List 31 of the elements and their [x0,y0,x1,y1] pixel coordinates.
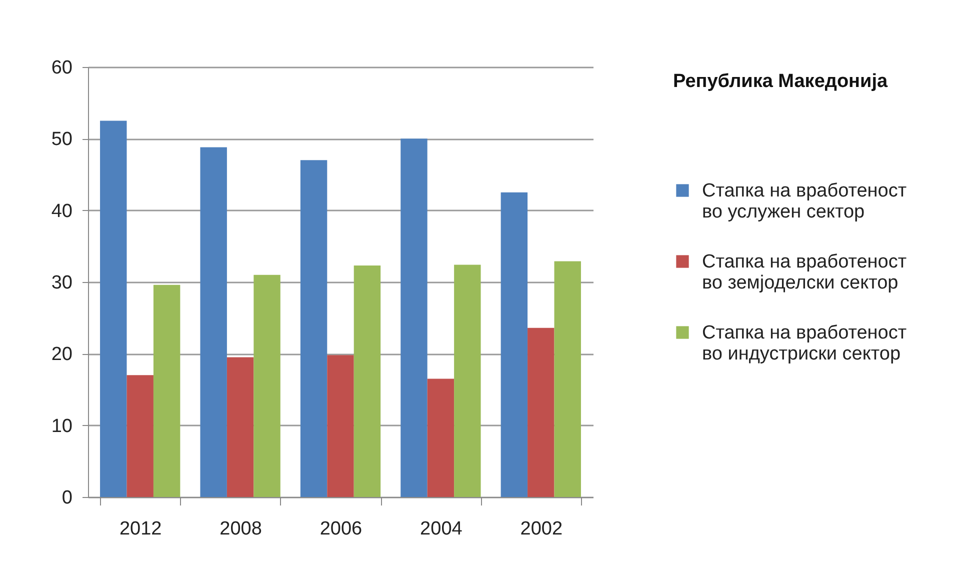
bar [300,160,328,497]
bar [327,355,354,497]
x-tick-label: 2004 [420,518,463,540]
bar [454,264,481,497]
legend-label: Стапка на вработеност во услужен сектор [702,180,907,222]
x-tick-label: 2002 [520,518,563,540]
legend-label: Стапка на вработеност во земјоделски сектор [702,252,907,294]
legend-label: Стапка на вработеност во индустриски сектор [702,322,907,364]
y-tick-label: 20 [51,344,72,366]
bar [254,274,280,497]
y-tick-label: 0 [62,488,72,508]
bar [100,120,127,497]
bar [554,261,581,497]
bar [427,378,454,497]
y-tick-label: 10 [51,416,72,437]
y-tick-label: 60 [51,58,72,78]
bar [153,284,180,497]
bar [126,375,154,497]
y-tick-label: 30 [51,272,72,294]
bar [528,328,554,497]
y-tick-label: 50 [51,129,72,150]
bar [226,357,254,497]
bar [354,266,381,497]
bar [200,147,227,497]
x-tick-label: 2006 [320,518,362,540]
bar [500,192,528,497]
x-tick-label: 2012 [119,518,162,540]
legend-title: Република Македонија [673,71,888,92]
x-tick-label: 2008 [220,518,262,540]
bar [400,138,428,497]
y-tick-label: 40 [51,200,72,222]
